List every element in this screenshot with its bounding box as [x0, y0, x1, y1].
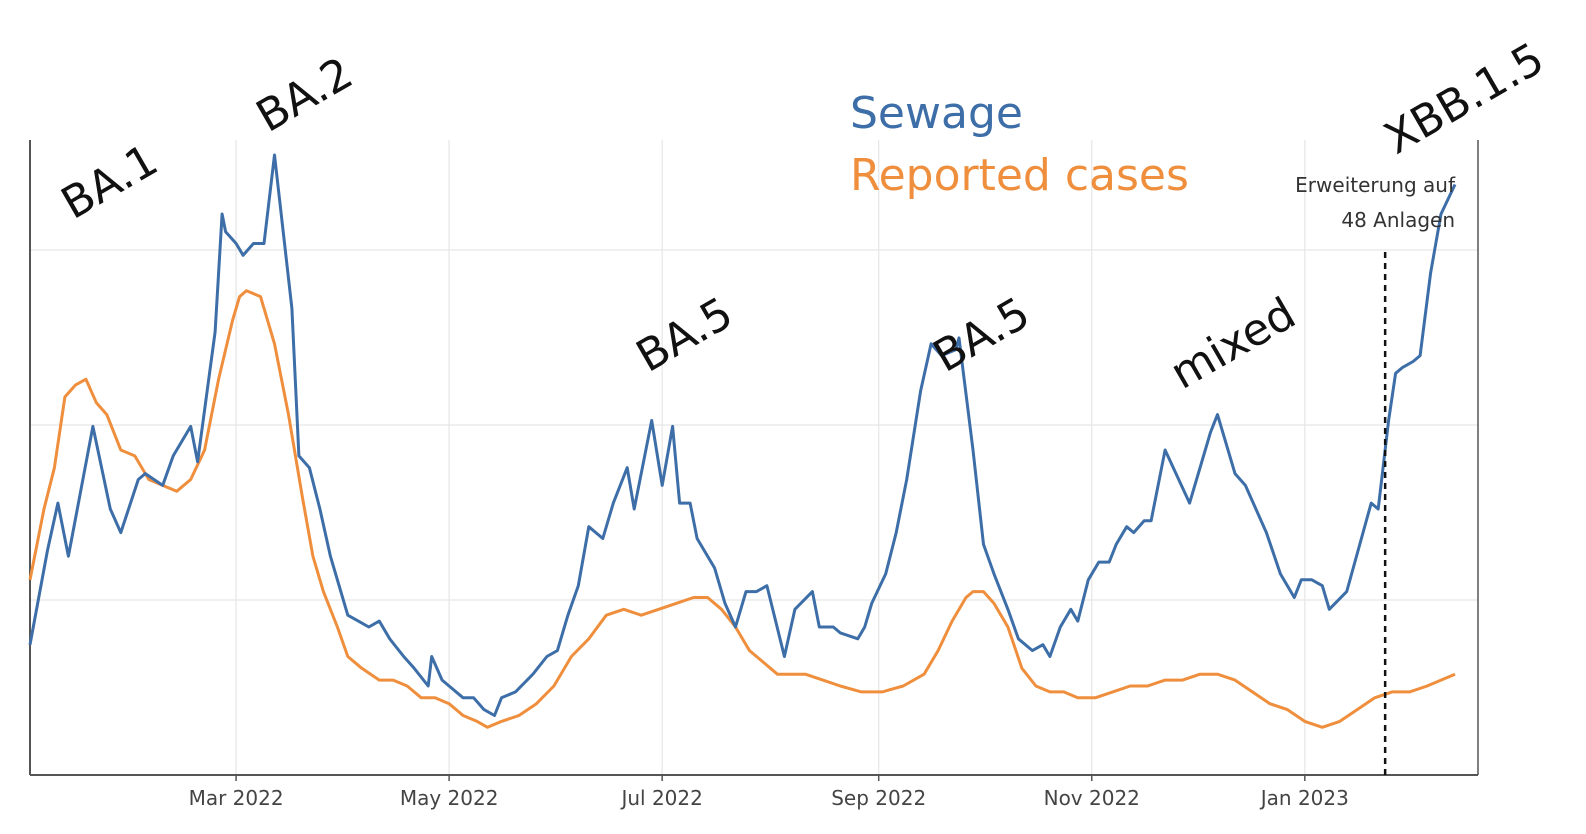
- annotation-ba5-summer: BA.5: [628, 288, 741, 383]
- reference-line-group: Erweiterung auf 48 Anlagen: [1295, 173, 1456, 775]
- series-line-sewage: [28, 153, 1457, 717]
- gridlines: [30, 140, 1478, 775]
- x-tick-label: Sep 2022: [831, 786, 926, 810]
- legend: Sewage Reported cases: [850, 88, 1189, 201]
- reference-line-label: 48 Anlagen: [1341, 208, 1455, 232]
- x-tick-labels: Mar 2022 May 2022 Jul 2022 Sep 2022 Nov 2022…: [189, 775, 1349, 810]
- x-tick-label: Mar 2022: [189, 786, 284, 810]
- x-tick-label: Jul 2022: [619, 786, 702, 810]
- annotation-ba1: BA.1: [53, 135, 166, 230]
- reference-line-label: Erweiterung auf: [1295, 173, 1456, 197]
- legend-reported-cases: Reported cases: [850, 150, 1189, 201]
- annotation-mixed: mixed: [1162, 288, 1304, 400]
- legend-sewage: Sewage: [850, 88, 1023, 139]
- series-lines: [28, 153, 1457, 729]
- annotation-ba2: BA.2: [248, 48, 361, 143]
- x-tick-label: Jan 2023: [1259, 786, 1349, 810]
- annotation-ba5-autumn: BA.5: [925, 288, 1038, 383]
- annotation-xbb15: XBB.1.5: [1376, 33, 1553, 164]
- series-line-reported-cases: [28, 289, 1456, 729]
- x-tick-label: May 2022: [400, 786, 499, 810]
- variant-annotations: BA.1 BA.2 BA.5 BA.5 mixed XBB.1.5: [53, 33, 1553, 399]
- x-tick-label: Nov 2022: [1044, 786, 1140, 810]
- axes: [29, 140, 1479, 776]
